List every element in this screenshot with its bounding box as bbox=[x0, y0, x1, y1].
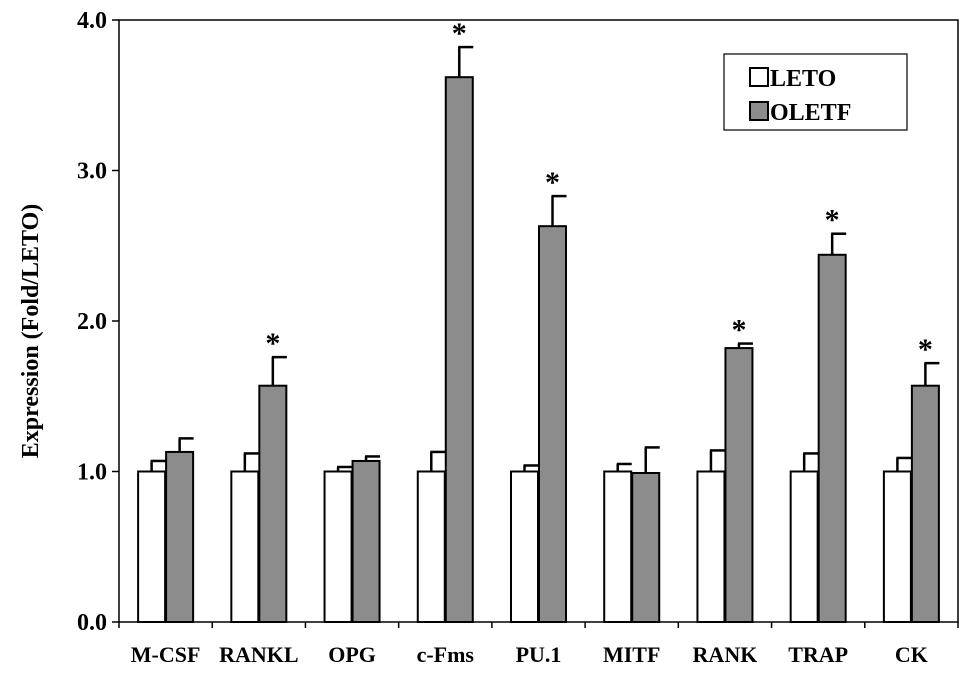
bar-oletf bbox=[258, 384, 288, 623]
bar-leto bbox=[789, 470, 819, 623]
bar-oletf bbox=[817, 253, 847, 623]
bar-leto bbox=[510, 470, 539, 623]
bar-oletf bbox=[444, 76, 474, 623]
legend-swatch bbox=[749, 101, 769, 121]
x-category-label: RANKL bbox=[219, 642, 298, 667]
x-category-label: MITF bbox=[603, 642, 660, 667]
significance-star: * bbox=[265, 327, 280, 360]
significance-star: * bbox=[731, 314, 746, 347]
x-category-label: c-Fms bbox=[417, 642, 475, 667]
x-category-label: RANK bbox=[693, 642, 758, 667]
x-category-label: M-CSF bbox=[131, 642, 201, 667]
bar-leto bbox=[323, 470, 353, 623]
x-category-label: TRAP bbox=[788, 642, 848, 667]
y-tick-label: 4.0 bbox=[77, 8, 107, 34]
y-tick-label: 1.0 bbox=[77, 460, 107, 486]
legend-label: OLETF bbox=[770, 100, 851, 126]
bar-oletf bbox=[165, 450, 195, 623]
y-tick-label: 2.0 bbox=[77, 309, 107, 335]
significance-star: * bbox=[545, 166, 560, 199]
legend-swatch bbox=[749, 67, 769, 87]
x-category-label: OPG bbox=[328, 642, 376, 667]
bar-leto bbox=[137, 470, 167, 623]
bar-oletf bbox=[910, 384, 940, 623]
x-category-label: PU.1 bbox=[516, 642, 562, 667]
bar-leto bbox=[230, 470, 260, 623]
bar-oletf bbox=[631, 472, 661, 623]
y-tick-label: 0.0 bbox=[77, 610, 107, 636]
bar-oletf bbox=[351, 459, 381, 623]
significance-star: * bbox=[452, 17, 467, 50]
bar-leto bbox=[603, 470, 633, 623]
bar-oletf bbox=[724, 347, 754, 623]
legend-label: LETO bbox=[770, 66, 836, 92]
y-axis-title: Expression (Fold/LETO) bbox=[18, 204, 44, 459]
bar-leto bbox=[696, 470, 726, 623]
bar-leto bbox=[416, 470, 446, 623]
significance-star: * bbox=[825, 204, 840, 237]
x-category-label: CK bbox=[895, 642, 928, 667]
bar-leto bbox=[882, 470, 912, 623]
y-tick-label: 3.0 bbox=[77, 159, 107, 185]
bar-oletf bbox=[538, 225, 567, 623]
significance-star: * bbox=[918, 333, 933, 366]
